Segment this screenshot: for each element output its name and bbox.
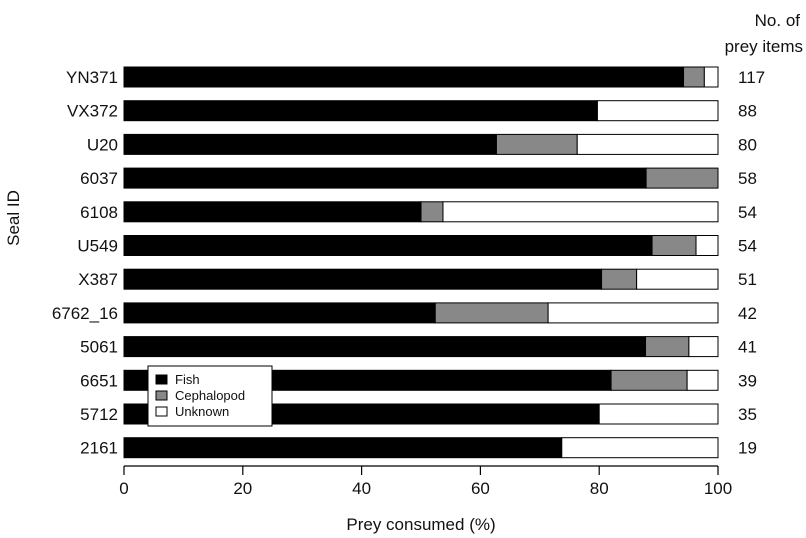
prey-count-label: 35	[738, 405, 757, 424]
legend-swatch-unknown	[155, 406, 168, 417]
bar-segment-cephalopod-5061	[645, 336, 690, 358]
legend-label-unknown: Unknown	[175, 404, 229, 419]
bar-segment-cephalopod-yn371	[683, 66, 705, 88]
prey-count-label: 51	[738, 270, 757, 289]
category-label: 5061	[80, 338, 118, 357]
legend-box	[147, 365, 273, 427]
bar-segment-unknown-x387	[636, 268, 719, 290]
prey-count-label: 88	[738, 102, 757, 121]
bar-segment-unknown-6762_16	[547, 302, 719, 324]
x-axis-title: Prey consumed (%)	[346, 515, 495, 534]
prey-count-label: 39	[738, 371, 757, 390]
category-label: VX372	[67, 102, 118, 121]
bar-segment-unknown-6108	[442, 201, 719, 223]
prey-count-label: 117	[738, 68, 765, 87]
prey-count-label: 80	[738, 135, 757, 154]
x-tick-label: 100	[704, 479, 732, 498]
bar-segment-cephalopod-u549	[651, 235, 697, 256]
category-label: 6037	[80, 169, 118, 188]
bar-segment-cephalopod-6037	[645, 167, 719, 189]
prey-count-label: 42	[738, 304, 757, 323]
bars-layer	[123, 66, 719, 459]
bar-segment-fish-vx372	[123, 100, 598, 122]
x-tick-label: 60	[471, 479, 490, 498]
bar-segment-unknown-u549	[695, 235, 719, 256]
legend-swatch-fish	[155, 374, 168, 385]
category-label: 6651	[80, 371, 118, 390]
right-header-line-1: No. of	[755, 11, 801, 30]
legend-label-cephalopod: Cephalopod	[175, 388, 245, 403]
legend-label-fish: Fish	[175, 372, 200, 387]
category-label: YN371	[66, 68, 118, 87]
category-label: U549	[77, 237, 118, 256]
category-label: 6762_16	[52, 304, 118, 323]
bar-segment-fish-2161	[123, 437, 563, 459]
bar-segment-unknown-6651	[686, 369, 719, 391]
right-header-line-2: prey items	[725, 37, 803, 56]
category-label: U20	[87, 135, 118, 154]
bar-segment-cephalopod-6108	[420, 201, 444, 223]
bar-segment-fish-yn371	[123, 66, 685, 88]
bar-segment-unknown-5061	[688, 336, 719, 358]
x-tick-label: 0	[119, 479, 128, 498]
prey-count-label: 41	[738, 338, 757, 357]
category-label: 6108	[80, 203, 118, 222]
x-axis: 0 20 40 60 80 100	[119, 465, 732, 498]
x-tick-label: 40	[352, 479, 371, 498]
bar-segment-fish-6762_16	[123, 302, 436, 324]
category-label: 5712	[80, 405, 118, 424]
bar-segment-unknown-u20	[576, 133, 719, 155]
bar-segment-cephalopod-6762_16	[434, 302, 549, 324]
bar-segment-unknown-yn371	[703, 66, 719, 88]
category-label: X387	[78, 270, 118, 289]
bar-segment-unknown-2161	[561, 437, 719, 459]
legend: Fish Cephalopod Unknown	[147, 365, 273, 427]
y-axis-title: Seal ID	[4, 190, 23, 246]
category-label: 2161	[80, 439, 118, 458]
bar-segment-unknown-vx372	[596, 100, 719, 122]
prey-count-label: 54	[738, 203, 757, 222]
bar-segment-fish-x387	[123, 268, 603, 290]
prey-count-label: 19	[738, 439, 757, 458]
bar-segment-fish-u20	[123, 133, 497, 155]
bar-segment-cephalopod-6651	[610, 369, 688, 391]
bar-segment-fish-6037	[123, 167, 647, 189]
category-labels: YN371 VX372 U20 6037 6108 U549 X387 6762_16 5061…	[52, 68, 118, 458]
legend-swatch-cephalopod	[155, 390, 168, 401]
x-tick-label: 20	[233, 479, 252, 498]
x-tick-label: 80	[590, 479, 609, 498]
prey-count-label: 58	[738, 169, 757, 188]
prey-count-label: 54	[738, 237, 757, 256]
bar-segment-cephalopod-x387	[601, 268, 638, 290]
bar-segment-fish-u549	[123, 235, 653, 256]
bar-segment-unknown-5712	[598, 403, 719, 425]
bar-segment-cephalopod-u20	[495, 133, 578, 155]
prey-count-labels: 117 88 80 58 54 54 51 42 41 39 35 19	[738, 68, 765, 458]
bar-segment-fish-6108	[123, 201, 422, 223]
bar-segment-fish-5061	[123, 336, 647, 358]
